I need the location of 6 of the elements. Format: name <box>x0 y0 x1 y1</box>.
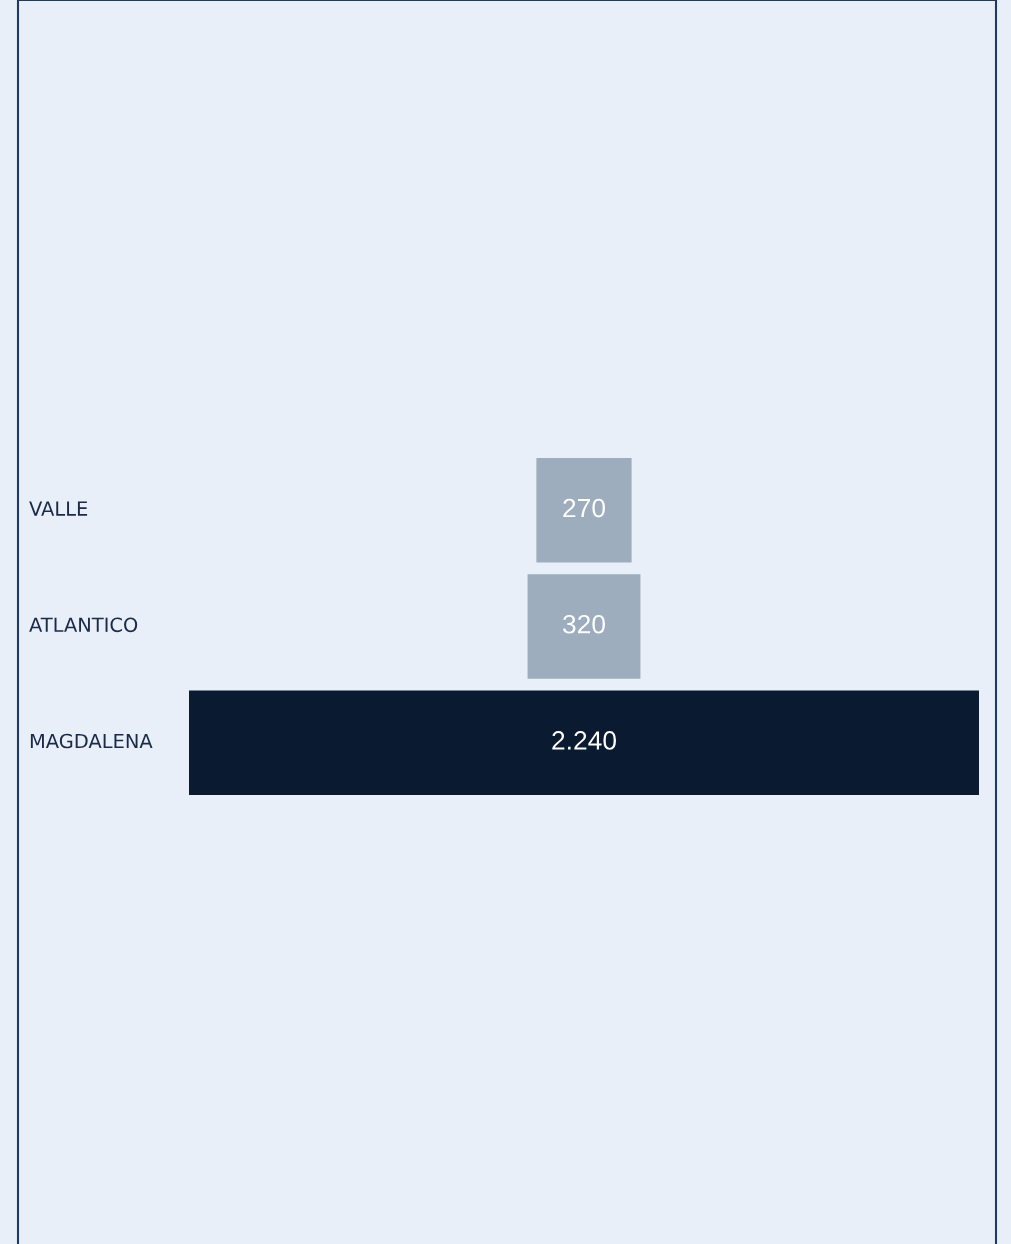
data-label: 2.240 <box>552 731 616 750</box>
data-label: 270 <box>563 498 605 518</box>
category-label: MAGDALENA <box>30 733 153 749</box>
category-label: ATLANTICO <box>29 617 138 633</box>
data-label: 320 <box>562 614 605 634</box>
category-label: VALLE <box>29 501 88 516</box>
